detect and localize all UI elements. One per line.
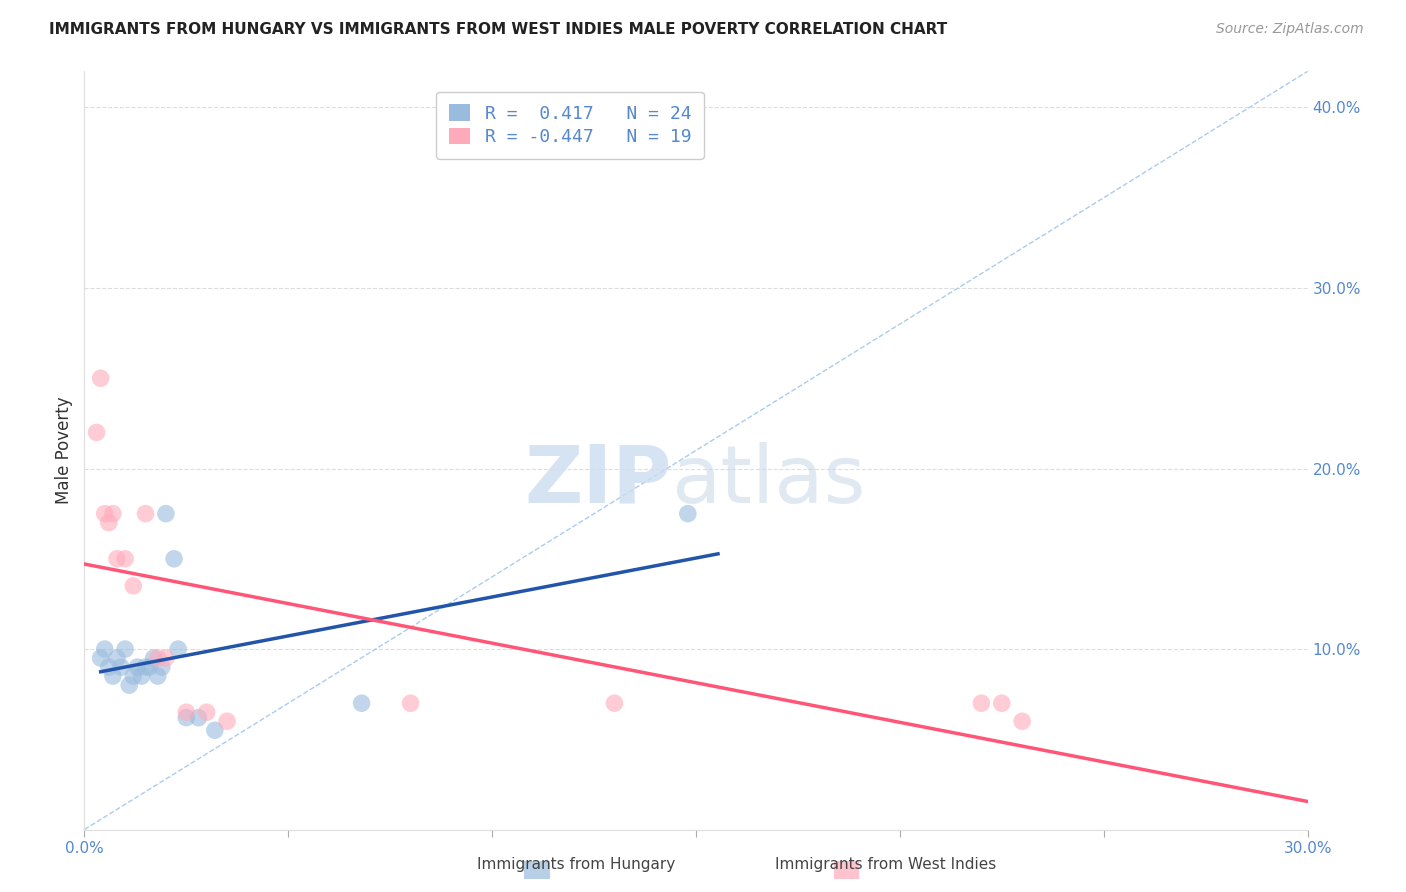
Point — [131, 669, 153, 683]
Point — [105, 551, 128, 566]
Point — [991, 696, 1014, 710]
Point — [603, 696, 626, 710]
Point — [187, 711, 209, 725]
Point — [105, 651, 128, 665]
Point — [101, 669, 124, 683]
Point — [90, 371, 112, 385]
Point — [135, 660, 157, 674]
Text: ZIP: ZIP — [524, 442, 672, 520]
Y-axis label: Male Poverty: Male Poverty — [55, 397, 73, 504]
Point — [97, 660, 120, 674]
Point — [163, 551, 186, 566]
Point — [167, 642, 190, 657]
Point — [93, 642, 115, 657]
Point — [93, 507, 115, 521]
Point — [1011, 714, 1033, 729]
Point — [138, 660, 160, 674]
Point — [86, 425, 108, 440]
Point — [114, 551, 136, 566]
Point — [90, 651, 112, 665]
Point — [146, 651, 169, 665]
Point — [122, 669, 145, 683]
Text: IMMIGRANTS FROM HUNGARY VS IMMIGRANTS FROM WEST INDIES MALE POVERTY CORRELATION : IMMIGRANTS FROM HUNGARY VS IMMIGRANTS FR… — [49, 22, 948, 37]
Point — [217, 714, 239, 729]
Text: Immigrants from West Indies: Immigrants from West Indies — [775, 857, 997, 872]
Text: Immigrants from Hungary: Immigrants from Hungary — [477, 857, 676, 872]
Point — [118, 678, 141, 692]
Point — [155, 507, 177, 521]
Point — [150, 660, 173, 674]
Text: atlas: atlas — [672, 442, 866, 520]
Point — [350, 696, 373, 710]
Point — [101, 507, 124, 521]
Point — [399, 696, 422, 710]
Point — [155, 651, 177, 665]
Point — [146, 669, 169, 683]
Point — [174, 705, 197, 719]
Point — [127, 660, 149, 674]
Point — [142, 651, 165, 665]
Legend: R =  0.417   N = 24, R = -0.447   N = 19: R = 0.417 N = 24, R = -0.447 N = 19 — [436, 92, 704, 159]
Point — [110, 660, 132, 674]
Point — [114, 642, 136, 657]
Point — [970, 696, 993, 710]
Point — [97, 516, 120, 530]
Point — [204, 723, 226, 738]
Point — [195, 705, 218, 719]
Text: Source: ZipAtlas.com: Source: ZipAtlas.com — [1216, 22, 1364, 37]
Point — [122, 579, 145, 593]
Point — [135, 507, 157, 521]
Point — [676, 507, 699, 521]
Point — [174, 711, 197, 725]
